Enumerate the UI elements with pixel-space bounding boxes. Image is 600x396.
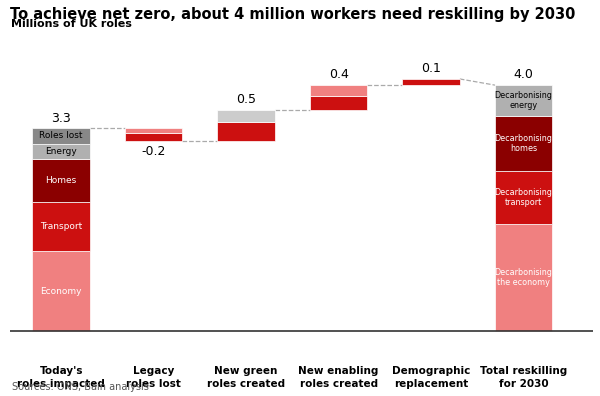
Text: Energy: Energy [45,147,77,156]
Bar [32,251,90,331]
Text: Millions of UK roles: Millions of UK roles [11,19,132,29]
Text: Transport: Transport [40,222,82,231]
Text: 0.4: 0.4 [329,69,349,82]
Bar [125,133,182,141]
Text: Roles lost: Roles lost [40,131,83,141]
Text: Homes: Homes [46,176,77,185]
Bar [495,85,553,116]
Bar [32,159,90,202]
Bar [32,128,90,144]
Bar [310,85,367,96]
Bar [32,144,90,159]
Bar [310,96,367,110]
Text: Sources: ONS, Bain analysis: Sources: ONS, Bain analysis [12,382,149,392]
Text: Decarbonising
transport: Decarbonising transport [495,188,553,207]
Bar [495,116,553,171]
Text: To achieve net zero, about 4 million workers need reskilling by 2030: To achieve net zero, about 4 million wor… [10,7,575,22]
Text: Decarbonising
homes: Decarbonising homes [495,134,553,153]
Text: 0.1: 0.1 [421,62,441,75]
Bar [495,224,553,331]
Text: Decarbonising
energy: Decarbonising energy [495,91,553,110]
Bar [217,110,275,122]
Text: 3.3: 3.3 [51,112,71,124]
Text: 4.0: 4.0 [514,69,533,82]
Bar [217,122,275,141]
Bar [32,202,90,251]
Text: -0.2: -0.2 [142,145,166,158]
Bar [125,128,182,133]
Text: Decarbonising
the economy: Decarbonising the economy [495,268,553,287]
Bar [495,171,553,224]
Bar [403,79,460,85]
Text: Economy: Economy [40,287,82,296]
Text: 0.5: 0.5 [236,93,256,106]
